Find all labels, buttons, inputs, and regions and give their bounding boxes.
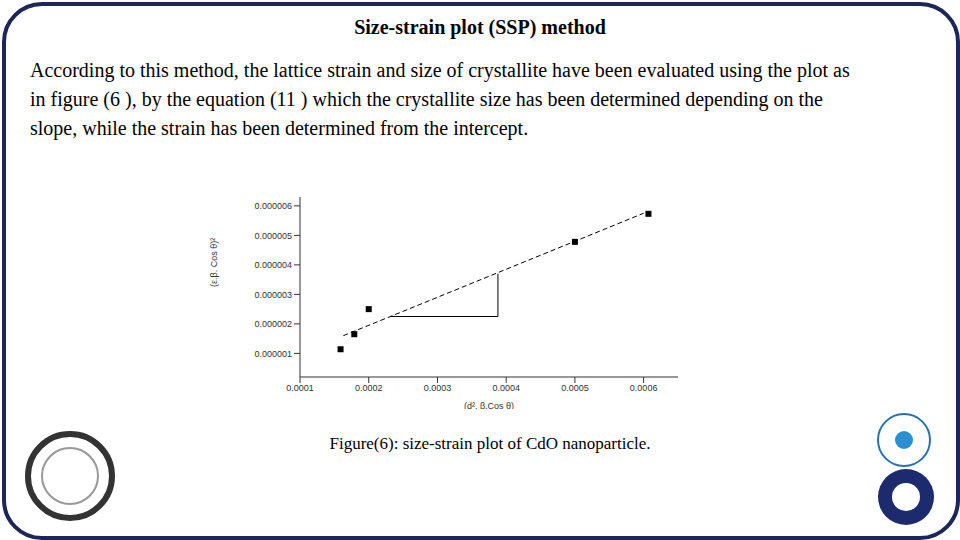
svg-text:0.000002: 0.000002 [254, 319, 292, 329]
svg-text:0.000004: 0.000004 [254, 260, 292, 270]
svg-text:(ε.β. Cos θ)²: (ε.β. Cos θ)² [209, 238, 219, 287]
svg-text:0.000001: 0.000001 [254, 349, 292, 359]
html-text:Figure(6): size-strain plot of: Figure(6): size-strain plot of CdO nanop… [329, 434, 651, 453]
svg-text:0.0003: 0.0003 [424, 383, 452, 393]
svg-text:0.0002: 0.0002 [355, 383, 383, 393]
html-text:According to this method, the: According to this method, the lattice st… [30, 59, 850, 139]
svg-text:0.0001: 0.0001 [286, 383, 314, 393]
svg-text:(d². β.Cos θ): (d². β.Cos θ) [464, 401, 514, 409]
html-text:Size-strain plot (SSP) method: Size-strain plot (SSP) method [354, 16, 606, 38]
svg-text:0.0006: 0.0006 [630, 383, 658, 393]
svg-text:0.000005: 0.000005 [254, 231, 292, 241]
svg-text:0.0005: 0.0005 [561, 383, 589, 393]
svg-text:0.0004: 0.0004 [492, 383, 520, 393]
svg-text:0.000003: 0.000003 [254, 290, 292, 300]
svg-text:0.000006: 0.000006 [254, 201, 292, 211]
